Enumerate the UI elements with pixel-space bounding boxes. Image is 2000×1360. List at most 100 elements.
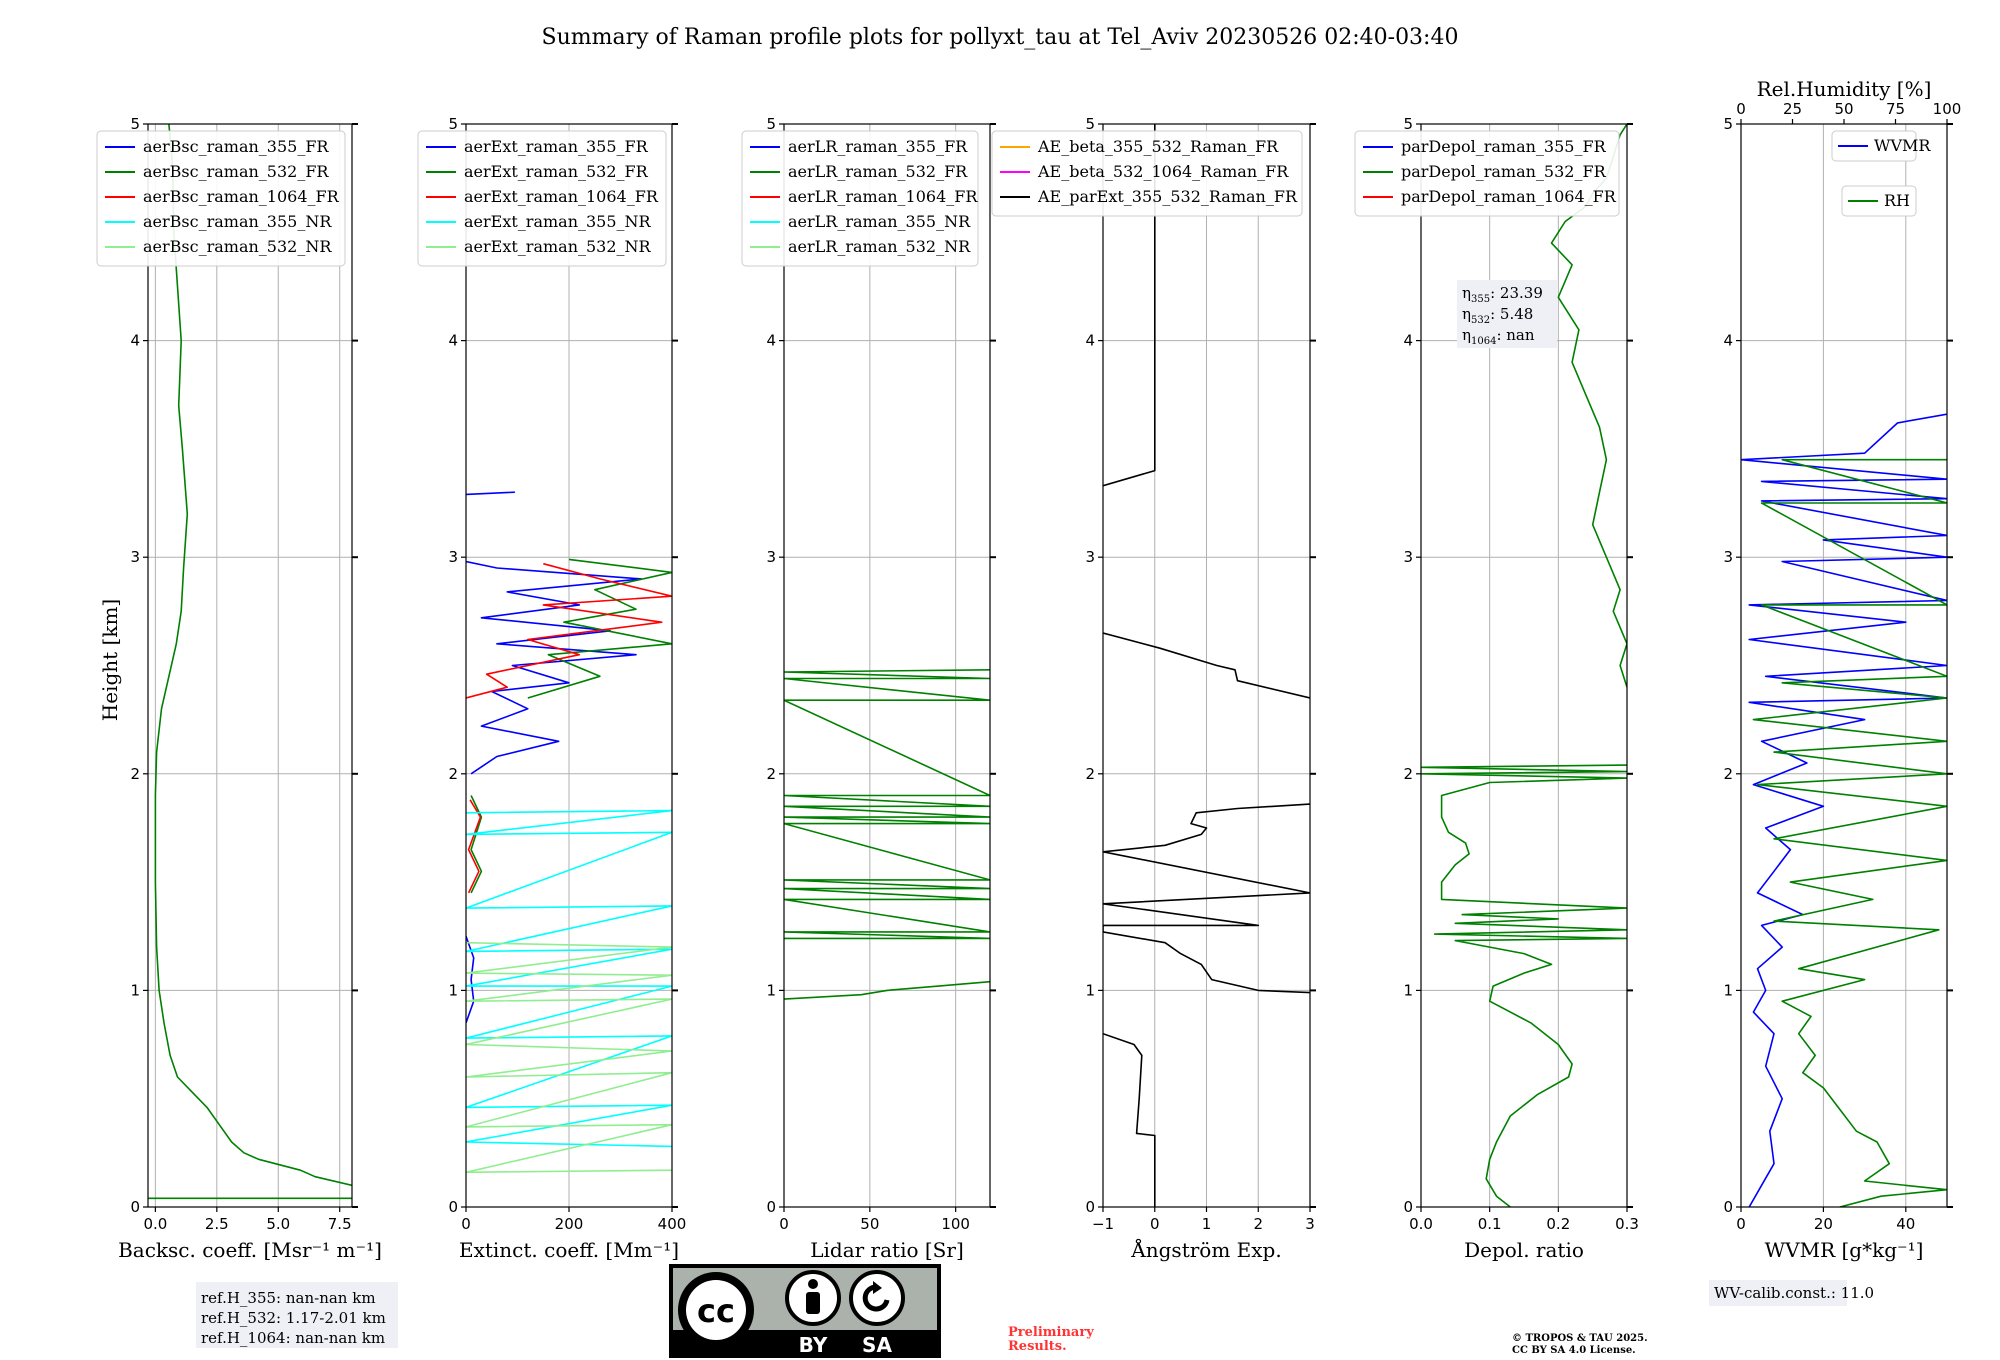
y-tick-label: 5	[1723, 115, 1733, 133]
series-group	[784, 669, 990, 1000]
y-tick-label: 4	[1403, 332, 1413, 350]
series-aerExt_raman_355_NR	[466, 809, 672, 1148]
legend-label: parDepol_raman_355_FR	[1401, 137, 1607, 156]
legend-label: parDepol_raman_1064_FR	[1401, 187, 1617, 206]
copyright-line-2: CC BY SA 4.0 License.	[1512, 1345, 1636, 1356]
x-tick-label: 7.5	[328, 1215, 352, 1233]
legend-label: AE_beta_355_532_Raman_FR	[1037, 137, 1279, 156]
y-tick-label: 0	[448, 1198, 458, 1216]
top-tick-label: 25	[1783, 100, 1802, 118]
x-axis-label: WVMR [g*kg⁻¹]	[1765, 1238, 1924, 1262]
legend-label: aerExt_raman_1064_FR	[464, 187, 659, 206]
series-aerLR_raman_532_FR	[784, 980, 990, 1000]
legend-label: aerExt_raman_355_FR	[464, 137, 649, 156]
x-tick-label: 0	[1150, 1215, 1160, 1233]
y-tick-label: 3	[766, 548, 776, 566]
series-group	[466, 491, 672, 1174]
y-tick-label: 2	[130, 765, 140, 783]
legend-label: aerExt_raman_532_FR	[464, 162, 649, 181]
y-tick-label: 0	[766, 1198, 776, 1216]
y-tick-label: 1	[1085, 981, 1095, 999]
x-tick-label: 2	[1253, 1215, 1263, 1233]
series-RH	[1752, 458, 1947, 1207]
legend-label: aerLR_raman_355_FR	[788, 137, 968, 156]
axes-frame	[1420, 123, 1628, 1208]
panel-5: 0 1 2 3 4 5 0.0 0.1 0.2 0.3 Depol. ratio parDepol_r…	[1354, 115, 1639, 1262]
legend-label: aerLR_raman_532_NR	[788, 237, 971, 256]
legend: parDepol_raman_355_FR parDepol_raman_532_…	[1354, 130, 1620, 217]
y-tick-label: 5	[766, 115, 776, 133]
x-tick-label: 50	[860, 1215, 879, 1233]
y-tick-label: 3	[130, 548, 140, 566]
y-tick-label: 2	[448, 765, 458, 783]
wv-calib-text: WV-calib.const.: 11.0	[1714, 1284, 1874, 1302]
series-AE_parExt_355_532_Raman_FR	[1103, 632, 1310, 699]
legend-label: AE_beta_532_1064_Raman_FR	[1037, 162, 1289, 181]
x-axis-label: Depol. ratio	[1464, 1238, 1584, 1262]
top-tick-label: 100	[1933, 100, 1962, 118]
license-sa: SA	[862, 1333, 892, 1357]
x-tick-label: 3	[1305, 1215, 1315, 1233]
y-tick-label: 2	[1403, 765, 1413, 783]
figure-title: Summary of Raman profile plots for polly…	[542, 25, 1459, 50]
x-tick-label: 1	[1202, 1215, 1212, 1233]
series-aerExt_raman_532_FR	[470, 795, 483, 894]
x-tick-label: 0.2	[1546, 1215, 1570, 1233]
panels: 0 1 2 3 4 5 0.0 2.5 5.0 7.5 Backsc. coeff. [Msr⁻¹ …	[96, 77, 1962, 1306]
series-aerLR_raman_532_FR	[784, 669, 990, 940]
y-tick-label: 3	[1403, 548, 1413, 566]
series-aerExt_raman_355_FR	[466, 560, 642, 775]
license-by: BY	[799, 1333, 828, 1357]
series-group	[148, 124, 352, 1200]
y-tick-label: 5	[130, 115, 140, 133]
y-tick-label: 2	[1085, 765, 1095, 783]
axes-frame	[147, 123, 353, 1208]
y-tick-label: 1	[766, 981, 776, 999]
x-tick-label: 200	[555, 1215, 584, 1233]
series-AE_parExt_355_532_Raman_FR	[1103, 1032, 1156, 1207]
y-tick-label: 1	[1403, 981, 1413, 999]
y-axis-label: Height [km]	[98, 599, 122, 721]
x-tick-label: 2.5	[205, 1215, 229, 1233]
series-aerExt_raman_532_NR	[466, 941, 672, 1174]
legend-label: WVMR	[1874, 136, 1931, 155]
refh-line-532: ref.H_532: 1.17-2.01 km	[201, 1309, 386, 1327]
series-aerBsc_raman_532_FR	[154, 124, 352, 1187]
legend-label: aerBsc_raman_532_NR	[143, 237, 332, 256]
y-tick-label: 0	[1723, 1198, 1733, 1216]
legend-label: aerLR_raman_355_NR	[788, 212, 971, 231]
y-tick-label: 0	[1085, 1198, 1095, 1216]
legend: aerExt_raman_355_FR aerExt_raman_532_FRae…	[417, 130, 667, 267]
y-tick-label: 4	[130, 332, 140, 350]
x-axis-label: Backsc. coeff. [Msr⁻¹ m⁻¹]	[118, 1238, 382, 1262]
series-group	[1741, 413, 1947, 1207]
legend-label: aerExt_raman_532_NR	[464, 237, 652, 256]
refh-annotation: ref.H_355: nan-nan km ref.H_532: 1.17-2.…	[196, 1282, 398, 1348]
copyright-line-1: © TROPOS & TAU 2025.	[1512, 1333, 1648, 1344]
x-tick-label: 40	[1896, 1215, 1915, 1233]
wv-calib-annotation: WV-calib.const.: 11.0	[1709, 1280, 1874, 1306]
y-tick-label: 5	[448, 115, 458, 133]
y-tick-label: 1	[130, 981, 140, 999]
y-tick-label: 2	[1723, 765, 1733, 783]
refh-line-355: ref.H_355: nan-nan km	[201, 1289, 376, 1307]
x-axis-label: Ångström Exp.	[1130, 1237, 1281, 1262]
legend-label: aerLR_raman_532_FR	[788, 162, 968, 181]
y-tick-label: 5	[1085, 115, 1095, 133]
legend: aerLR_raman_355_FR aerLR_raman_532_FR aerL…	[741, 130, 979, 267]
legend-label: aerBsc_raman_532_FR	[143, 162, 329, 181]
x-tick-label: −1	[1092, 1215, 1114, 1233]
y-tick-label: 3	[1723, 548, 1733, 566]
eta-line: η532: 5.48	[1462, 305, 1533, 326]
legend-label: AE_parExt_355_532_Raman_FR	[1037, 187, 1298, 206]
y-tick-label: 0	[1403, 1198, 1413, 1216]
series-aerExt_raman_355_FR	[466, 491, 515, 496]
x-tick-label: 0	[779, 1215, 789, 1233]
x-tick-label: 0.1	[1478, 1215, 1502, 1233]
x-tick-label: 0.3	[1615, 1215, 1639, 1233]
x-tick-label: 20	[1814, 1215, 1833, 1233]
